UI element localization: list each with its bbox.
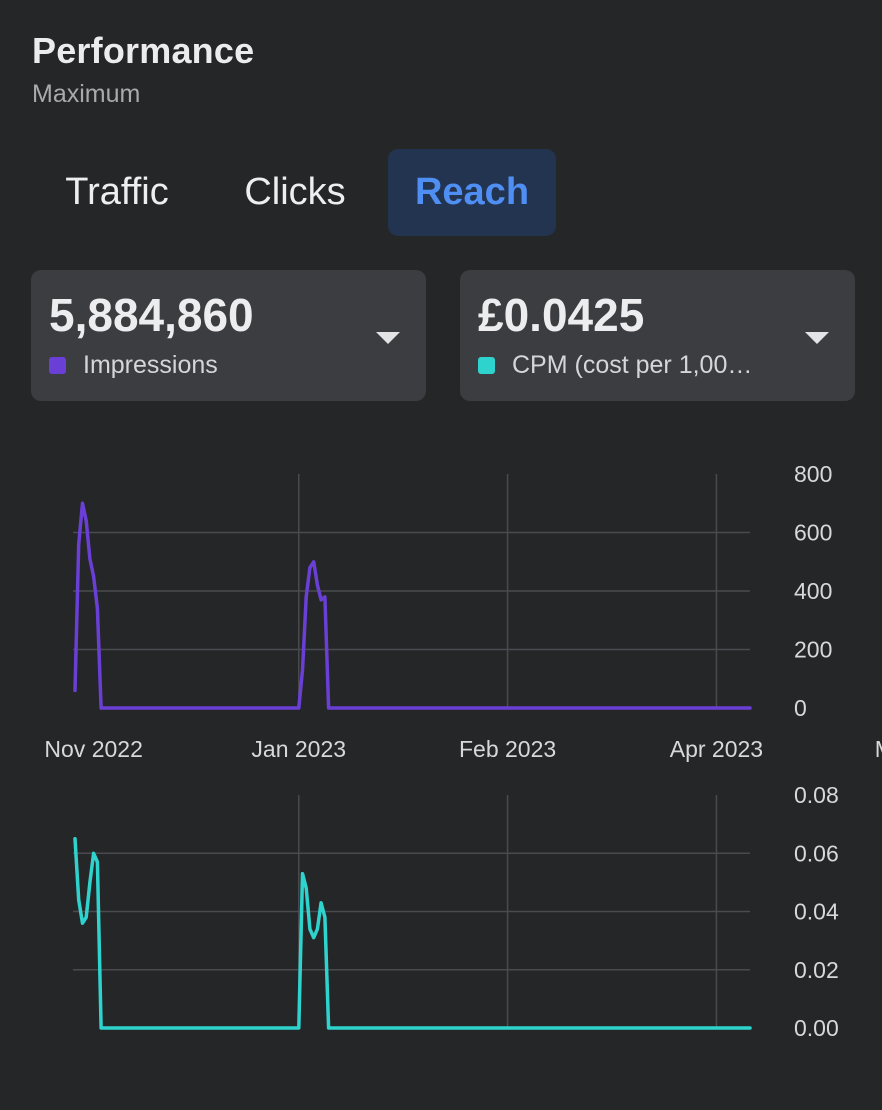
impressions-value: 5,884,860 (49, 289, 254, 341)
impressions-metric-card[interactable]: 5,884,860 Impressions (31, 270, 426, 401)
cpm-value: £0.0425 (478, 289, 645, 341)
x-tick-label: Feb 2023 (459, 736, 556, 762)
impressions-legend: Impressions (49, 351, 218, 380)
series-line (73, 836, 752, 1030)
tab-traffic[interactable]: Traffic (65, 171, 169, 213)
y-tick-label: 0.02 (794, 957, 839, 983)
page-header: Performance Maximum (32, 30, 254, 109)
impressions-label: Impressions (83, 351, 218, 379)
y-tick-label: 400 (794, 578, 832, 604)
chevron-down-icon[interactable] (376, 332, 400, 344)
y-tick-label: 0.08 (794, 782, 839, 808)
cpm-metric-card[interactable]: £0.0425 CPM (cost per 1,00… (460, 270, 855, 401)
tab-bar: Traffic Clicks Reach (32, 149, 556, 236)
y-tick-label: 600 (794, 520, 832, 546)
x-tick-label: Apr 2023 (670, 736, 763, 762)
y-tick-label: 200 (794, 637, 832, 663)
tab-clicks[interactable]: Clicks (244, 171, 346, 213)
x-tick-label: Nov 2022 (44, 736, 142, 762)
x-tick-label: Jan 2023 (251, 736, 346, 762)
cpm-legend: CPM (cost per 1,00… (478, 351, 752, 380)
chevron-down-icon[interactable] (805, 332, 829, 344)
series-line (73, 501, 752, 710)
cpm-chart: 0.08 0.06 0.04 0.02 0.00 (73, 782, 839, 1041)
impressions-swatch (49, 357, 66, 374)
y-tick-label: 800 (794, 461, 832, 487)
x-tick-label: May 2023 (875, 736, 882, 762)
page-title: Performance (32, 30, 255, 71)
page-subtitle: Maximum (32, 80, 141, 108)
y-tick-label: 0.04 (794, 899, 839, 925)
y-tick-label: 0.06 (794, 840, 839, 866)
cpm-swatch (478, 357, 495, 374)
y-tick-label: 0 (794, 695, 807, 721)
cpm-label: CPM (cost per 1,00… (512, 351, 753, 379)
tab-reach[interactable]: Reach (388, 149, 556, 236)
y-tick-label: 0.00 (794, 1015, 839, 1041)
impressions-chart: 800 600 400 200 0 Nov 2022 Jan 2023 Feb 2023 Apr… (44, 461, 882, 762)
